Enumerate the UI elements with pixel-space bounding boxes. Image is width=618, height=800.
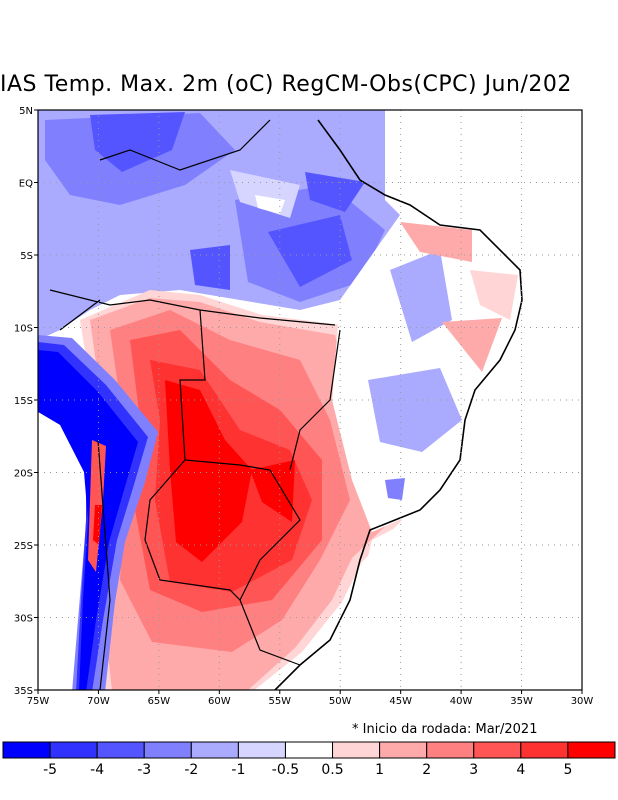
colorbar-swatch: [143, 741, 192, 759]
x-tick-label: 55W: [268, 696, 291, 707]
x-tick-label: 45W: [389, 696, 412, 707]
field-north-blue-3: [90, 112, 185, 172]
y-axis-ticks: 5N EQ 5S 10S 15S 20S 25S 30S 35S: [14, 106, 38, 697]
colorbar-swatch: [473, 741, 522, 759]
y-tick-label: 15S: [14, 396, 33, 407]
x-tick-label: 70W: [87, 696, 110, 707]
country-borders: [49, 119, 341, 690]
colorbar-swatch: [237, 741, 286, 759]
colorbar-swatch: [426, 741, 475, 759]
x-tick-label: 75W: [27, 696, 50, 707]
gridlines: [38, 110, 582, 690]
y-tick-label: 25S: [14, 541, 33, 552]
colorbar-swatch: [567, 741, 616, 759]
colorbar-label: -2: [184, 762, 198, 778]
field-red-6: [165, 380, 252, 562]
x-tick-label: 30W: [571, 696, 594, 707]
x-tick-label: 35W: [510, 696, 533, 707]
run-start-note: * Inicio da rodada: Mar/2021: [352, 722, 538, 737]
x-tick-label: 60W: [208, 696, 231, 707]
field-north-blue-4: [268, 215, 352, 287]
x-tick-label: 65W: [148, 696, 171, 707]
coastline: [274, 119, 523, 690]
y-tick-label: 5N: [19, 106, 33, 117]
y-tick-label: 30S: [14, 614, 33, 625]
field-east-pink-2: [442, 318, 502, 372]
colorbar-swatch: [284, 741, 334, 759]
colorbar-label: -4: [90, 762, 104, 778]
colorbar-label: 3: [469, 762, 478, 778]
y-tick-label: 5S: [20, 251, 33, 262]
field-red-7: [250, 460, 295, 522]
colorbar-label: 4: [516, 762, 525, 778]
colorbar-label: 5: [563, 762, 572, 778]
field-east-pink-3: [470, 270, 518, 320]
colorbar-swatch: [190, 741, 239, 759]
map-title: IAS Temp. Max. 2m (oC) RegCM-Obs(CPC) Ju…: [0, 72, 572, 97]
field-east-blue-3: [385, 478, 405, 500]
colorbar-swatch: [96, 741, 145, 759]
colorbar-label: -3: [137, 762, 151, 778]
colorbar-label: 1: [375, 762, 384, 778]
y-tick-label: 20S: [14, 469, 33, 480]
x-tick-label: 40W: [450, 696, 473, 707]
anomaly-field: [38, 110, 582, 690]
y-tick-label: 35S: [14, 686, 33, 697]
colorbar: -5 -4 -3 -2 -1 -0.5 0.5 1 2 3 4 5: [2, 741, 616, 778]
y-tick-label: 10S: [14, 324, 33, 335]
y-tick-label: EQ: [19, 179, 33, 190]
field-north-blue-6: [190, 245, 230, 290]
ocean-no-data: [300, 110, 582, 690]
field-north-white: [255, 195, 285, 214]
field-east-blue-2: [390, 250, 452, 342]
field-east-pink-1: [400, 222, 472, 262]
colorbar-label: -5: [43, 762, 57, 778]
colorbar-swatch: [332, 741, 381, 759]
x-tick-label: 50W: [329, 696, 352, 707]
colorbar-swatch: [520, 741, 569, 759]
colorbar-label: 0.5: [321, 762, 343, 778]
field-chile-red-core: [93, 505, 102, 545]
colorbar-label: 2: [422, 762, 431, 778]
colorbar-swatch: [2, 741, 51, 759]
colorbar-swatch: [49, 741, 98, 759]
colorbar-swatch: [379, 741, 428, 759]
field-southwest-missing: [38, 412, 80, 690]
x-axis-ticks: 75W 70W 65W 60W 55W 50W 45W 40W 35W 30W: [27, 690, 594, 707]
field-east-blue-1: [368, 368, 462, 452]
colorbar-label: -0.5: [272, 762, 299, 778]
colorbar-label: -1: [231, 762, 245, 778]
field-andes-blue-3: [38, 350, 138, 690]
